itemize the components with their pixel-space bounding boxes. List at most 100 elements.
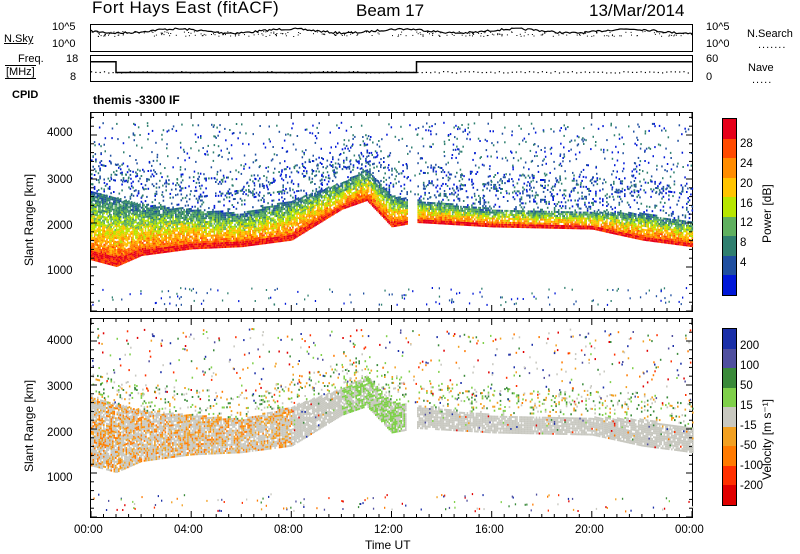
power-cell	[249, 224, 251, 227]
power-cell	[208, 234, 210, 237]
power-cell	[237, 231, 239, 234]
power-cell	[125, 235, 127, 238]
power-cell	[142, 242, 144, 244]
power-cell	[106, 234, 108, 237]
power-cell	[338, 193, 341, 196]
power-cell	[150, 207, 152, 210]
power-cell	[223, 212, 225, 215]
power-cell	[322, 195, 324, 198]
power-cell	[110, 223, 112, 226]
nave-point	[524, 72, 526, 74]
power-cell	[158, 251, 161, 254]
power-cell	[142, 228, 144, 231]
power-cell	[256, 229, 258, 232]
power-cell	[100, 255, 103, 257]
power-cell	[381, 193, 384, 196]
power-cell	[340, 190, 342, 193]
power-cell	[220, 232, 223, 235]
power-cell	[213, 232, 216, 235]
power-cell	[259, 223, 261, 226]
power-cell	[285, 201, 287, 204]
power-cell	[230, 243, 232, 246]
power-cell	[322, 215, 324, 218]
nave-label: Nave	[748, 62, 774, 74]
power-cell	[363, 144, 366, 147]
power-cell	[303, 225, 305, 228]
power-cell	[230, 192, 232, 195]
power-cell	[142, 230, 144, 233]
power-cell	[312, 219, 315, 222]
power-cell	[356, 200, 359, 203]
power-cell	[99, 244, 101, 247]
nave-point	[194, 72, 196, 74]
power-cell	[217, 240, 220, 243]
power-cell	[118, 202, 121, 205]
nsky-tick-top: 10^5	[52, 21, 76, 33]
power-cell	[210, 177, 213, 180]
power-cell	[175, 225, 177, 228]
power-cell	[103, 239, 105, 242]
power-cell	[122, 178, 125, 181]
nsearch-point	[654, 33, 656, 35]
power-cell	[296, 229, 298, 232]
power-cell	[124, 227, 126, 230]
power-cell	[150, 213, 152, 216]
nsearch-point	[203, 33, 205, 35]
power-cell	[155, 218, 158, 221]
power-cell	[184, 236, 187, 239]
nsearch-point	[230, 32, 232, 33]
power-cell	[321, 202, 323, 205]
power-cell	[121, 260, 123, 263]
power-cell	[198, 245, 200, 248]
power-cell	[108, 217, 111, 220]
power-cell	[318, 194, 320, 197]
power-cell	[119, 203, 122, 206]
power-cell	[103, 237, 105, 240]
power-cell	[337, 198, 340, 201]
power-cell	[318, 196, 320, 199]
power-cell	[129, 215, 132, 218]
power-cell	[181, 242, 184, 245]
power-cell	[338, 209, 341, 212]
power-cell	[125, 239, 127, 242]
nsearch-point	[218, 31, 220, 33]
power-cell	[380, 211, 382, 214]
power-cell	[281, 224, 283, 227]
power-cell	[242, 225, 245, 228]
power-cell	[206, 238, 209, 241]
power-cell	[282, 233, 284, 236]
power-cell	[169, 222, 172, 225]
power-cell	[326, 217, 329, 219]
nave-point	[477, 71, 479, 73]
nsearch-point	[542, 33, 544, 35]
power-cell	[201, 199, 203, 202]
power-cell	[184, 196, 187, 199]
power-cell	[175, 208, 177, 210]
nsearch-point	[227, 31, 229, 33]
power-cell	[107, 245, 110, 247]
power-cell	[304, 226, 307, 229]
power-cell	[114, 225, 116, 227]
power-cell	[297, 224, 300, 227]
nsearch-point	[613, 35, 615, 37]
power-cell	[187, 220, 189, 223]
power-cell	[199, 243, 202, 246]
power-cell	[110, 253, 112, 256]
power-cell	[157, 236, 159, 239]
power-cell	[327, 190, 330, 193]
power-cell	[162, 195, 165, 198]
power-cell	[154, 230, 156, 233]
power-cell	[227, 245, 229, 248]
power-cell	[300, 199, 302, 202]
power-cell	[286, 235, 289, 238]
power-cell	[332, 158, 334, 161]
nsearch-point	[91, 31, 93, 33]
power-cell	[195, 227, 198, 230]
power-cell	[355, 202, 357, 205]
power-cell	[282, 237, 284, 240]
power-cell	[283, 211, 286, 214]
power-cell	[237, 229, 239, 232]
power-cell	[238, 231, 240, 234]
power-cell	[142, 194, 144, 197]
power-cell	[110, 192, 112, 195]
